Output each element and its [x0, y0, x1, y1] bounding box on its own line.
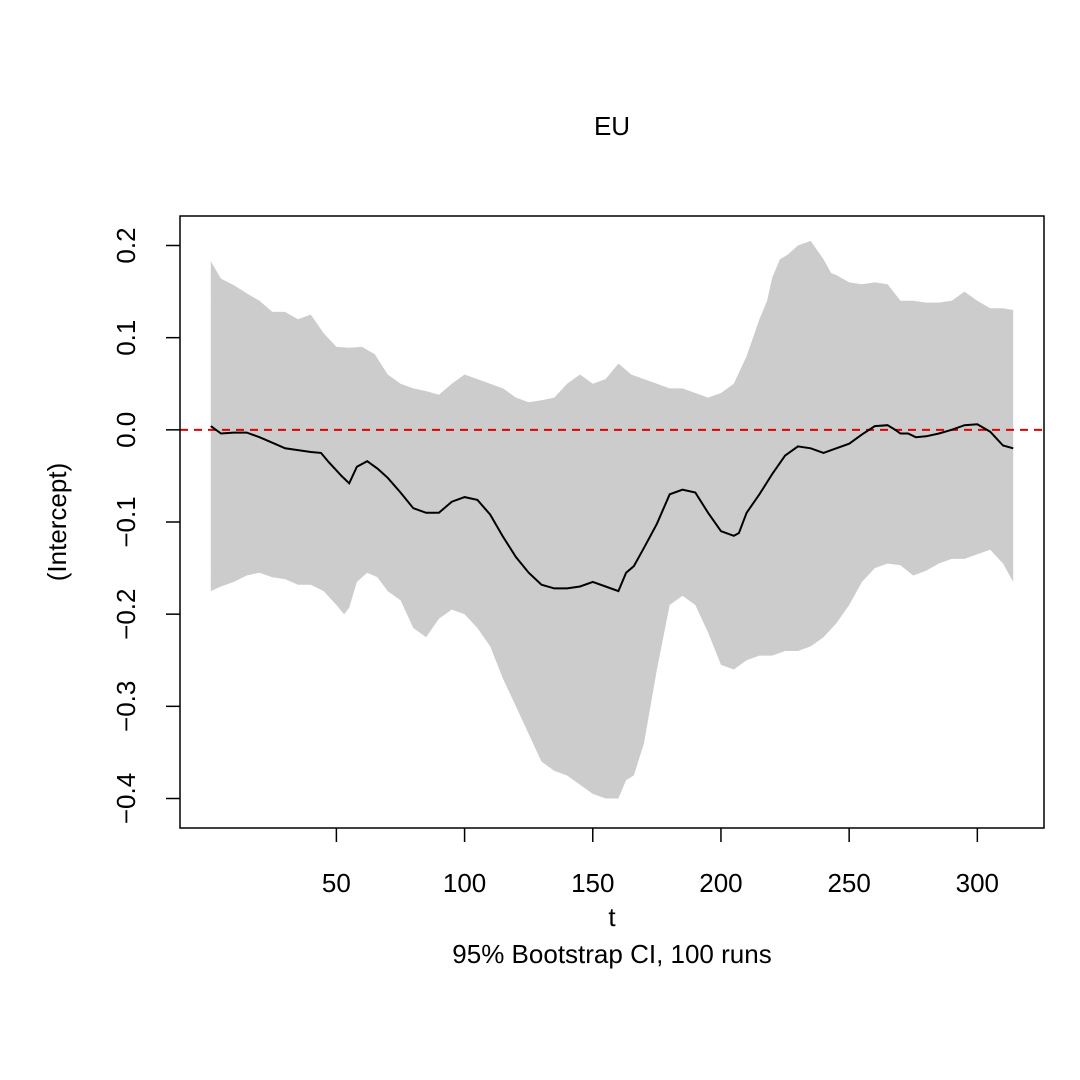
y-axis-label: (Intercept) — [42, 463, 72, 582]
plot-area — [180, 240, 1044, 799]
y-tick-label: −0.4 — [111, 773, 141, 824]
x-tick-label: 100 — [443, 868, 486, 898]
y-axis: −0.4 −0.3 −0.2 −0.1 0.0 0.1 0.2 — [111, 227, 180, 824]
y-tick-label: 0.2 — [111, 227, 141, 263]
x-tick-label: 50 — [322, 868, 351, 898]
y-tick-label: 0.0 — [111, 412, 141, 448]
y-tick-label: −0.1 — [111, 496, 141, 547]
y-tick-label: −0.2 — [111, 589, 141, 640]
x-tick-label: 150 — [571, 868, 614, 898]
x-axis: 50 100 150 200 250 300 — [322, 828, 999, 898]
x-tick-label: 250 — [827, 868, 870, 898]
x-axis-label: t — [608, 902, 616, 932]
x-tick-label: 300 — [956, 868, 999, 898]
y-tick-label: 0.1 — [111, 320, 141, 356]
estimate-line — [210, 423, 1014, 593]
x-tick-label: 200 — [699, 868, 742, 898]
confidence-band — [210, 240, 1014, 799]
y-tick-label: −0.3 — [111, 681, 141, 732]
chart-title: EU — [594, 111, 630, 141]
chart-subtitle: 95% Bootstrap CI, 100 runs — [452, 939, 771, 969]
